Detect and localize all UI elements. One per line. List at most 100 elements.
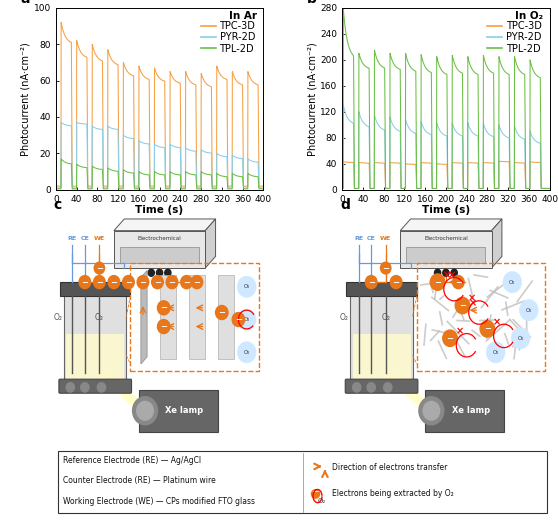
Circle shape bbox=[451, 269, 458, 276]
Circle shape bbox=[81, 383, 89, 392]
TPC-3D bbox=[504, 158, 511, 165]
Text: O₂: O₂ bbox=[318, 498, 326, 504]
PYR-2D bbox=[340, 102, 347, 108]
PYR-2D bbox=[218, 153, 224, 159]
Polygon shape bbox=[114, 219, 215, 231]
Circle shape bbox=[442, 269, 449, 276]
Text: Electrons being extracted by O₂: Electrons being extracted by O₂ bbox=[333, 489, 454, 498]
Polygon shape bbox=[95, 373, 145, 418]
FancyBboxPatch shape bbox=[160, 275, 176, 359]
Circle shape bbox=[419, 397, 444, 425]
PYR-2D bbox=[206, 150, 213, 156]
Text: c: c bbox=[54, 198, 62, 212]
Line: TPL-2D: TPL-2D bbox=[342, 9, 550, 188]
TPC-3D bbox=[461, 185, 468, 191]
Line: PYR-2D: PYR-2D bbox=[342, 105, 550, 188]
Text: O₂: O₂ bbox=[526, 308, 532, 313]
TPC-3D bbox=[206, 83, 213, 89]
Text: a: a bbox=[21, 0, 30, 6]
Circle shape bbox=[123, 276, 134, 289]
TPC-3D bbox=[175, 79, 182, 86]
Text: −: − bbox=[382, 264, 389, 272]
Text: −: − bbox=[311, 487, 319, 496]
TPL-2D bbox=[260, 186, 267, 192]
Y-axis label: Photocurrent (nA·cm⁻²): Photocurrent (nA·cm⁻²) bbox=[307, 42, 318, 156]
TPL-2D bbox=[461, 185, 468, 191]
Text: Electrochemical: Electrochemical bbox=[138, 236, 181, 241]
PYR-2D bbox=[128, 135, 134, 141]
Circle shape bbox=[157, 301, 170, 315]
Text: −: − bbox=[235, 315, 242, 324]
PYR-2D bbox=[63, 122, 70, 128]
Text: −: − bbox=[96, 278, 103, 287]
Text: ×: × bbox=[448, 270, 456, 280]
Circle shape bbox=[79, 276, 90, 289]
Text: b: b bbox=[307, 0, 317, 6]
Text: Electrochemical: Electrochemical bbox=[424, 236, 468, 241]
Y-axis label: Photocurrent (nA·cm⁻²): Photocurrent (nA·cm⁻²) bbox=[21, 42, 31, 156]
FancyBboxPatch shape bbox=[59, 379, 132, 393]
Circle shape bbox=[237, 342, 256, 363]
Text: In O₂: In O₂ bbox=[515, 12, 543, 21]
TPL-2D bbox=[340, 6, 347, 12]
Text: O₂: O₂ bbox=[95, 313, 104, 322]
Text: O₂: O₂ bbox=[517, 336, 524, 341]
Text: ×: × bbox=[469, 298, 477, 308]
PYR-2D bbox=[470, 131, 477, 137]
PYR-2D bbox=[349, 120, 356, 126]
Circle shape bbox=[237, 276, 256, 297]
Circle shape bbox=[97, 383, 105, 392]
Line: TPL-2D: TPL-2D bbox=[56, 159, 263, 189]
Circle shape bbox=[390, 276, 402, 289]
Text: −: − bbox=[169, 278, 176, 287]
Circle shape bbox=[152, 276, 163, 289]
TPC-3D bbox=[58, 19, 65, 26]
Circle shape bbox=[94, 276, 105, 289]
Text: −: − bbox=[81, 278, 88, 287]
Circle shape bbox=[442, 330, 458, 346]
Circle shape bbox=[453, 276, 464, 289]
Text: −: − bbox=[125, 278, 132, 287]
Text: CE: CE bbox=[367, 236, 376, 241]
Circle shape bbox=[148, 269, 155, 276]
Text: −: − bbox=[434, 278, 441, 287]
Line: TPC-3D: TPC-3D bbox=[56, 22, 263, 186]
PYR-2D bbox=[52, 185, 59, 191]
TPL-2D bbox=[128, 169, 134, 176]
Text: RE: RE bbox=[354, 236, 363, 241]
PYR-2D bbox=[546, 185, 553, 191]
FancyBboxPatch shape bbox=[66, 334, 124, 383]
Circle shape bbox=[480, 321, 494, 337]
TPL-2D bbox=[58, 156, 65, 162]
Circle shape bbox=[94, 262, 104, 274]
PYR-2D bbox=[175, 144, 182, 151]
Circle shape bbox=[157, 320, 170, 334]
TPL-2D bbox=[546, 185, 553, 191]
TPL-2D bbox=[504, 70, 511, 76]
Text: −: − bbox=[393, 278, 400, 287]
Text: O₂: O₂ bbox=[509, 280, 516, 285]
PYR-2D bbox=[260, 185, 267, 191]
Text: −: − bbox=[96, 264, 103, 272]
Circle shape bbox=[367, 383, 376, 392]
Text: O₂: O₂ bbox=[381, 313, 390, 322]
TPL-2D bbox=[175, 172, 182, 178]
FancyBboxPatch shape bbox=[64, 287, 126, 385]
TPL-2D bbox=[184, 170, 191, 176]
Text: O₂: O₂ bbox=[243, 285, 250, 289]
Legend: TPC-3D, PYR-2D, TPL-2D: TPC-3D, PYR-2D, TPL-2D bbox=[200, 20, 256, 55]
Circle shape bbox=[232, 313, 244, 326]
Text: ×: × bbox=[468, 293, 476, 303]
TPC-3D bbox=[470, 160, 477, 166]
Circle shape bbox=[365, 276, 377, 289]
Text: RE: RE bbox=[68, 236, 77, 241]
Text: Counter Electrode (RE) — Platinum wire: Counter Electrode (RE) — Platinum wire bbox=[63, 476, 216, 485]
Circle shape bbox=[108, 276, 120, 289]
Circle shape bbox=[511, 328, 530, 349]
X-axis label: Time (s): Time (s) bbox=[136, 205, 184, 215]
Polygon shape bbox=[425, 390, 504, 432]
FancyBboxPatch shape bbox=[218, 275, 234, 359]
PYR-2D bbox=[58, 119, 65, 126]
Text: −: − bbox=[484, 324, 491, 333]
FancyBboxPatch shape bbox=[58, 451, 547, 513]
